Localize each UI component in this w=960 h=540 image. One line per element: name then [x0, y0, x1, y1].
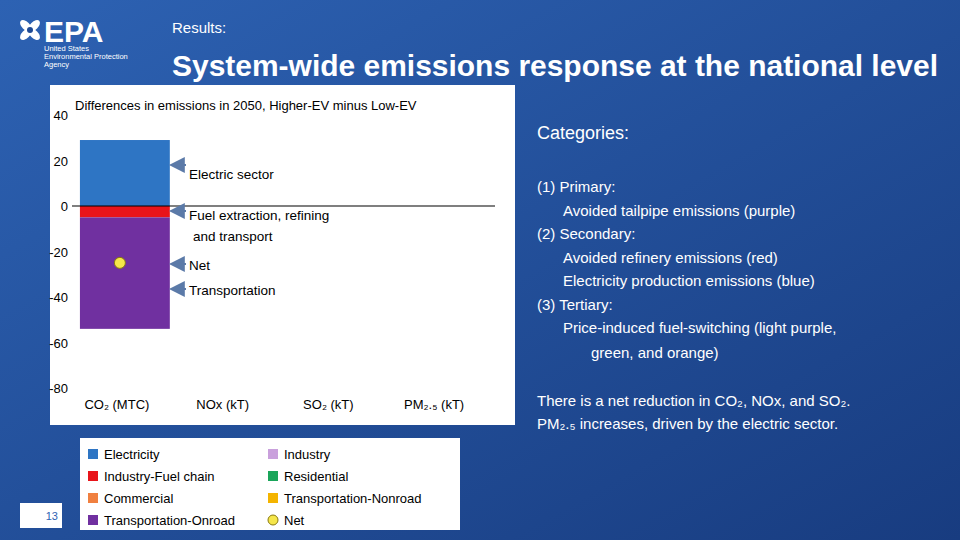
annotations: Electric sector Fuel extraction, refining…: [171, 165, 330, 298]
annotation-text: Transportation: [189, 283, 276, 298]
zero-line: [72, 205, 495, 206]
bar-segment: [80, 140, 170, 206]
legend-label: Transportation-Onroad: [104, 513, 235, 528]
legend-swatch: [88, 471, 98, 481]
legend-label: Industry-Fuel chain: [104, 469, 215, 484]
header: Results:: [172, 19, 226, 36]
legend-label: Electricity: [104, 447, 160, 462]
legend-swatch: [268, 493, 278, 503]
annotation-text: Fuel extraction, refining: [189, 208, 329, 223]
side-item-heading: (1) Primary:: [537, 178, 615, 195]
legend-swatch: [268, 449, 278, 459]
side-item-line: green, and orange): [591, 344, 719, 361]
side-item-heading: (3) Tertiary:: [537, 296, 613, 313]
legend-label: Industry: [284, 447, 331, 462]
category-label: SO₂ (kT): [303, 397, 354, 412]
background: [0, 0, 960, 540]
y-tick: [69, 115, 72, 116]
bar-segment: [80, 140, 170, 141]
legend-swatch: [268, 515, 278, 525]
bar-segment: [80, 217, 170, 328]
y-tick-label: 40: [54, 108, 68, 123]
annotation-text: and transport: [193, 229, 273, 244]
side-text: Categories: (1) Primary: Avoided tailpipe …: [537, 123, 850, 432]
chart-panel: [50, 85, 515, 425]
bar-segment: [80, 140, 170, 141]
y-tick: [69, 251, 72, 252]
bar-segment: [80, 140, 170, 141]
side-item-line: Electricity production emissions (blue): [563, 272, 815, 289]
chart-title: Differences in emissions in 2050, Higher…: [75, 98, 417, 113]
y-tick-label: 0: [61, 199, 68, 214]
annotation-arrow: [171, 210, 186, 212]
side-item-line: Avoided tailpipe emissions (purple): [563, 202, 795, 219]
bar-segment: [80, 140, 170, 141]
legend-label: Residential: [284, 469, 348, 484]
marks: [80, 140, 170, 329]
y-tick-label: -80: [49, 381, 68, 396]
legend-label: Transportation-Nonroad: [284, 491, 422, 506]
logo-center: [27, 27, 33, 33]
slide-title: System-wide emissions response at the na…: [172, 50, 938, 82]
category-label: NOx (kT): [196, 397, 249, 412]
legend-swatch: [88, 493, 98, 503]
y-tick: [69, 206, 72, 207]
annotation-text: Electric sector: [189, 167, 274, 182]
page-number-box: [20, 503, 62, 528]
y-tick: [69, 388, 72, 389]
legend-swatch: [88, 449, 98, 459]
legend-swatch: [268, 471, 278, 481]
summary-line: There is a net reduction in CO₂, NOx, an…: [537, 392, 850, 409]
side-item-line: Avoided refinery emissions (red): [563, 249, 778, 266]
slide: EPAUnited StatesEnvironmental Protection…: [0, 0, 960, 540]
bar-segment: [80, 206, 170, 217]
side-heading: Categories:: [537, 123, 629, 143]
y-tick-label: -40: [49, 290, 68, 305]
side-item-heading: (2) Secondary:: [537, 225, 635, 242]
category-label: PM₂.₅ (kT): [404, 397, 464, 412]
legend-label: Commercial: [104, 491, 173, 506]
side-item-line: Price-induced fuel-switching (light purp…: [563, 319, 836, 336]
legend-box: [80, 438, 460, 530]
annotation-arrow: [171, 263, 186, 265]
page-number: 13: [46, 510, 58, 522]
legend-label: Net: [284, 513, 305, 528]
legend: Electricity Industry Industry-Fuel chain Re…: [80, 438, 460, 530]
y-tick: [69, 160, 72, 161]
logo-text: Agency: [44, 60, 69, 69]
y-axis: -80 -60 -40 -20 0 20 40: [49, 108, 72, 396]
y-tick-label: -60: [49, 336, 68, 351]
y-tick-label: 20: [54, 154, 68, 169]
net-point: [114, 257, 125, 268]
y-tick: [69, 297, 72, 298]
summary-line: PM₂.₅ increases, driven by the electric …: [537, 415, 838, 432]
category-label: CO₂ (MTC): [84, 397, 149, 412]
y-tick: [69, 342, 72, 343]
annotation-arrow: [171, 164, 186, 166]
logo-petal: [26, 18, 42, 34]
logo: EPAUnited StatesEnvironmental Protection…: [18, 15, 128, 69]
y-tick-label: -20: [49, 245, 68, 260]
legend-swatch: [88, 515, 98, 525]
annotation-text: Net: [189, 258, 210, 273]
annotation-arrow: [171, 288, 186, 290]
